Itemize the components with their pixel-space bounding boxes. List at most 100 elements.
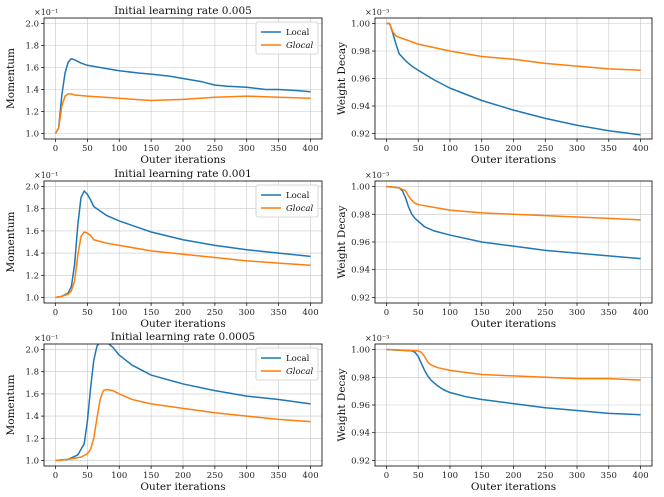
y-tick-label: 0.92 <box>351 456 370 466</box>
y-axis-label: Weight Decay <box>336 368 348 441</box>
x-tick-label: 100 <box>442 308 458 318</box>
chart-title: Initial learning rate 0.0005 <box>111 331 255 343</box>
y-axis-label: Momentum <box>5 374 17 435</box>
x-tick-label: 50 <box>82 471 93 481</box>
chart-panel-4: 0 50 100 150 200 250 300 350 400 0.92 0.94 0.96 0.98… <box>336 171 653 330</box>
chart-panel-6: 0 50 100 150 200 250 300 350 400 0.92 0.94 0.96 0.98… <box>336 334 653 493</box>
y-tick-label: 1.6 <box>25 64 39 74</box>
y-tick-label: 0.92 <box>351 293 370 303</box>
series-line-local <box>386 185 641 260</box>
x-tick-label: 50 <box>413 144 424 154</box>
x-tick-label: 250 <box>537 471 553 481</box>
x-tick-label: 300 <box>569 471 585 481</box>
x-tick-label: 200 <box>505 471 521 481</box>
x-tick-label: 0 <box>384 308 389 318</box>
chart-panel-5: 0 50 100 150 200 250 300 350 400 1.0 1.2 1.4 1.6 1.8 2… <box>5 331 323 493</box>
x-tick-label: 0 <box>53 308 58 318</box>
y-tick-label: 2.0 <box>25 183 39 193</box>
x-tick-label: 150 <box>474 144 490 154</box>
y-tick-label: 0.96 <box>351 401 370 411</box>
y-tick-label: 1.0 <box>25 293 39 303</box>
x-tick-label: 200 <box>175 308 191 318</box>
y-tick-label: 1.0 <box>25 130 39 140</box>
x-tick-label: 400 <box>302 308 318 318</box>
x-tick-label: 0 <box>53 471 58 481</box>
series-line-local <box>386 22 641 136</box>
x-axis-label: Outer iterations <box>471 318 556 330</box>
x-tick-label: 350 <box>271 471 287 481</box>
chart-title: Initial learning rate 0.001 <box>114 168 252 180</box>
x-tick-label: 350 <box>601 308 617 318</box>
x-axis-label: Outer iterations <box>140 318 225 330</box>
chart-title: Initial learning rate 0.005 <box>114 5 252 17</box>
y-tick-label: 1.2 <box>25 271 39 281</box>
series-line-glocal <box>386 185 641 221</box>
legend-label-glocal: Glocal <box>286 41 313 51</box>
y-tick-label: 1.2 <box>25 434 39 444</box>
legend-label-local: Local <box>286 191 310 201</box>
x-tick-label: 100 <box>111 308 127 318</box>
legend-box <box>255 184 319 218</box>
y-tick-label: 0.94 <box>351 429 370 439</box>
y-tick-label: 0.98 <box>351 47 370 57</box>
x-tick-label: 50 <box>82 144 93 154</box>
y-tick-label: 1.00 <box>351 183 370 193</box>
legend-label-local: Local <box>286 28 310 38</box>
x-tick-label: 400 <box>632 144 648 154</box>
x-tick-label: 200 <box>505 308 521 318</box>
y-tick-label: 0.98 <box>351 373 370 383</box>
axis-scale-label: ×10⁻³ <box>365 171 389 180</box>
y-axis-label: Weight Decay <box>336 42 348 115</box>
chart-panel-2: 0 50 100 150 200 250 300 350 400 0.92 0.94 0.96 0.98… <box>336 8 653 166</box>
x-tick-label: 150 <box>143 144 159 154</box>
y-tick-label: 1.6 <box>25 390 39 400</box>
y-tick-label: 1.4 <box>25 249 39 259</box>
y-tick-label: 0.94 <box>351 102 370 112</box>
x-tick-label: 50 <box>82 308 93 318</box>
y-axis-label: Weight Decay <box>336 205 348 278</box>
legend-label-glocal: Glocal <box>286 367 313 377</box>
chart-panel-3: 0 50 100 150 200 250 300 350 400 1.0 1.2 1.4 1.6 1.8 2… <box>5 168 323 330</box>
x-tick-label: 300 <box>569 308 585 318</box>
axis-scale-label: ×10⁻³ <box>365 8 389 17</box>
legend-label-glocal: Glocal <box>286 204 313 214</box>
y-tick-label: 1.2 <box>25 108 39 118</box>
x-tick-label: 0 <box>53 144 58 154</box>
legend: Local Glocal <box>255 184 319 218</box>
x-tick-label: 300 <box>239 308 255 318</box>
y-tick-label: 0.98 <box>351 210 370 220</box>
x-tick-label: 150 <box>474 308 490 318</box>
y-tick-label: 1.8 <box>25 42 39 52</box>
y-axis-label: Momentum <box>5 211 17 272</box>
x-tick-label: 300 <box>569 144 585 154</box>
x-axis-label: Outer iterations <box>140 154 225 166</box>
y-tick-label: 1.8 <box>25 368 39 378</box>
chart-panel-1: 0 50 100 150 200 250 300 350 400 1.0 1.2 1.4 1.6 1.8 2… <box>5 5 323 166</box>
axis-scale-label: ×10⁻¹ <box>34 8 58 17</box>
x-tick-label: 350 <box>271 144 287 154</box>
x-tick-label: 0 <box>384 144 389 154</box>
x-tick-label: 250 <box>207 471 223 481</box>
y-tick-label: 1.0 <box>25 456 39 466</box>
series-line-glocal <box>386 348 641 381</box>
x-tick-label: 400 <box>302 471 318 481</box>
y-tick-label: 1.4 <box>25 86 39 96</box>
x-tick-label: 350 <box>601 144 617 154</box>
x-axis-label: Outer iterations <box>471 481 556 493</box>
x-tick-label: 250 <box>537 144 553 154</box>
x-tick-label: 200 <box>175 471 191 481</box>
x-tick-label: 150 <box>143 471 159 481</box>
x-axis-label: Outer iterations <box>140 481 225 493</box>
series-line-glocal <box>386 22 641 71</box>
series-line-local <box>386 348 641 416</box>
series-line-glocal <box>55 231 311 299</box>
x-tick-label: 400 <box>632 471 648 481</box>
y-tick-label: 0.96 <box>351 75 370 85</box>
y-tick-label: 1.00 <box>351 20 370 30</box>
x-tick-label: 400 <box>302 144 318 154</box>
series-line-glocal <box>54 93 311 134</box>
y-tick-label: 1.6 <box>25 227 39 237</box>
x-tick-label: 300 <box>239 144 255 154</box>
x-tick-label: 150 <box>143 308 159 318</box>
